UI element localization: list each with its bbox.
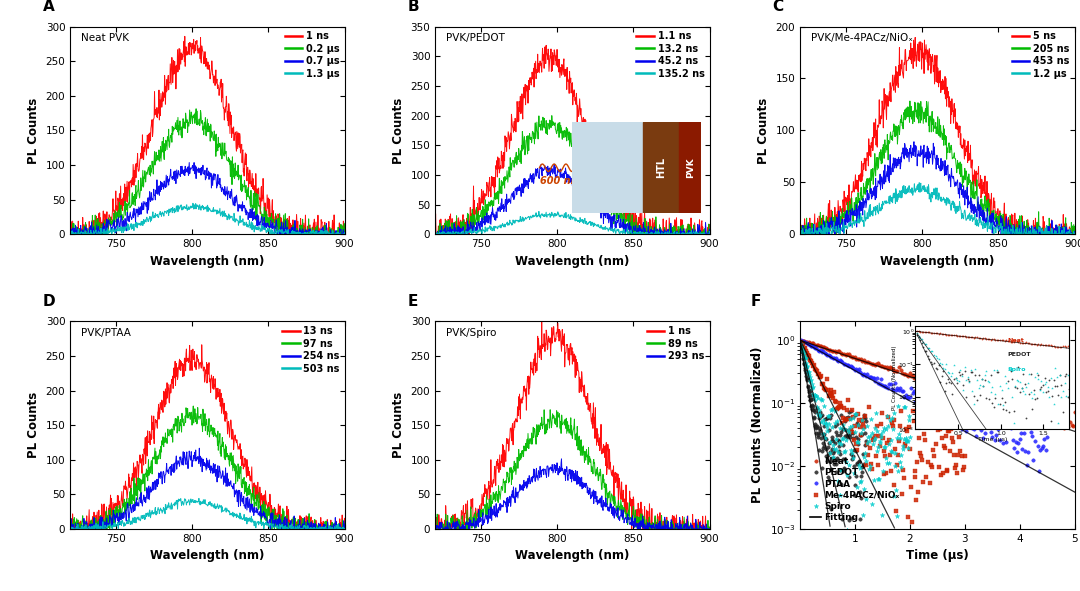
X-axis label: Wavelength (nm): Wavelength (nm) <box>150 550 265 563</box>
Neat <box>1057 424 1070 431</box>
Neat <box>1061 406 1074 413</box>
PEDOT <box>853 458 866 465</box>
Neat <box>1068 408 1080 415</box>
Text: B: B <box>408 0 419 14</box>
PTAA <box>1032 467 1045 474</box>
Me-4PACz/NiOₓ <box>814 374 827 381</box>
Me-4PACz/NiOₓ <box>856 419 869 426</box>
Text: PVK/Spiro: PVK/Spiro <box>446 327 497 337</box>
Legend: 1.1 ns, 13.2 ns, 45.2 ns, 135.2 ns: 1.1 ns, 13.2 ns, 45.2 ns, 135.2 ns <box>636 31 705 79</box>
Spiro <box>895 544 908 551</box>
Text: A: A <box>43 0 54 14</box>
PTAA <box>824 353 837 360</box>
PTAA <box>1041 433 1054 440</box>
Neat <box>851 355 864 362</box>
Legend: 13 ns, 97 ns, 254 ns, 503 ns: 13 ns, 97 ns, 254 ns, 503 ns <box>282 326 340 374</box>
Me-4PACz/NiOₓ <box>958 453 971 460</box>
X-axis label: Wavelength (nm): Wavelength (nm) <box>515 255 630 268</box>
X-axis label: Wavelength (nm): Wavelength (nm) <box>515 550 630 563</box>
Text: Neat PVK: Neat PVK <box>81 33 130 43</box>
Spiro <box>808 392 821 400</box>
X-axis label: Wavelength (nm): Wavelength (nm) <box>880 255 995 268</box>
PEDOT <box>820 452 833 459</box>
Me-4PACz/NiOₓ <box>795 339 808 346</box>
Neat <box>899 370 912 377</box>
Neat <box>827 347 840 354</box>
Neat <box>1038 407 1051 414</box>
Spiro <box>891 403 904 410</box>
Me-4PACz/NiOₓ <box>941 466 954 473</box>
PTAA <box>1013 435 1026 442</box>
Neat <box>799 338 812 345</box>
Legend: 1 ns, 0.2 μs, 0.7 μs, 1.3 μs: 1 ns, 0.2 μs, 0.7 μs, 1.3 μs <box>285 31 340 79</box>
Me-4PACz/NiOₓ <box>797 344 810 351</box>
Neat <box>795 337 808 344</box>
Legend: 5 ns, 205 ns, 453 ns, 1.2 μs: 5 ns, 205 ns, 453 ns, 1.2 μs <box>1012 31 1069 79</box>
Y-axis label: PL Counts (Normalized): PL Counts (Normalized) <box>752 347 765 504</box>
Text: PVK/PTAA: PVK/PTAA <box>81 327 131 337</box>
Me-4PACz/NiOₓ <box>905 519 918 526</box>
Y-axis label: PL Counts: PL Counts <box>757 98 770 164</box>
Y-axis label: PL Counts: PL Counts <box>27 98 40 164</box>
Legend: Neat, PEDOT, PTAA, Me-4PACz/NiOₓ, Spiro, Fitting: Neat, PEDOT, PTAA, Me-4PACz/NiOₓ, Spiro,… <box>810 457 900 522</box>
Y-axis label: PL Counts: PL Counts <box>27 392 40 458</box>
Spiro <box>904 433 917 440</box>
PEDOT <box>795 343 808 350</box>
PTAA <box>888 379 901 387</box>
PEDOT <box>796 349 809 356</box>
Text: C: C <box>772 0 784 14</box>
Spiro <box>797 348 810 355</box>
Text: 600 nm: 600 nm <box>540 176 580 186</box>
Line: Spiro: Spiro <box>799 342 913 550</box>
Me-4PACz/NiOₓ <box>954 447 967 454</box>
Line: Me-4PACz/NiOₓ: Me-4PACz/NiOₓ <box>799 340 967 524</box>
PEDOT <box>802 389 815 396</box>
PTAA <box>795 336 808 343</box>
PTAA <box>1034 447 1047 454</box>
Text: PVK/PEDOT: PVK/PEDOT <box>446 33 505 43</box>
PEDOT <box>858 460 870 467</box>
Spiro <box>836 421 849 428</box>
Line: Neat: Neat <box>799 339 1077 429</box>
Y-axis label: PL Counts: PL Counts <box>392 98 405 164</box>
Text: PVK/Me-4PACz/NiOₓ: PVK/Me-4PACz/NiOₓ <box>811 33 913 43</box>
Spiro <box>795 340 808 348</box>
Text: F: F <box>751 294 761 309</box>
X-axis label: Wavelength (nm): Wavelength (nm) <box>150 255 265 268</box>
PEDOT <box>841 533 854 540</box>
PTAA <box>799 339 812 346</box>
Text: D: D <box>43 294 55 309</box>
PTAA <box>846 364 859 371</box>
Legend: 1 ns, 89 ns, 293 ns: 1 ns, 89 ns, 293 ns <box>647 326 705 361</box>
PEDOT <box>860 417 873 424</box>
Spiro <box>901 438 914 445</box>
Y-axis label: PL Counts: PL Counts <box>392 392 405 458</box>
X-axis label: Time (μs): Time (μs) <box>906 550 969 563</box>
Spiro <box>818 419 831 426</box>
Text: E: E <box>408 294 418 309</box>
Me-4PACz/NiOₓ <box>828 397 841 404</box>
Line: PTAA: PTAA <box>799 338 1049 472</box>
Line: PEDOT: PEDOT <box>799 345 867 538</box>
PEDOT <box>808 422 821 429</box>
